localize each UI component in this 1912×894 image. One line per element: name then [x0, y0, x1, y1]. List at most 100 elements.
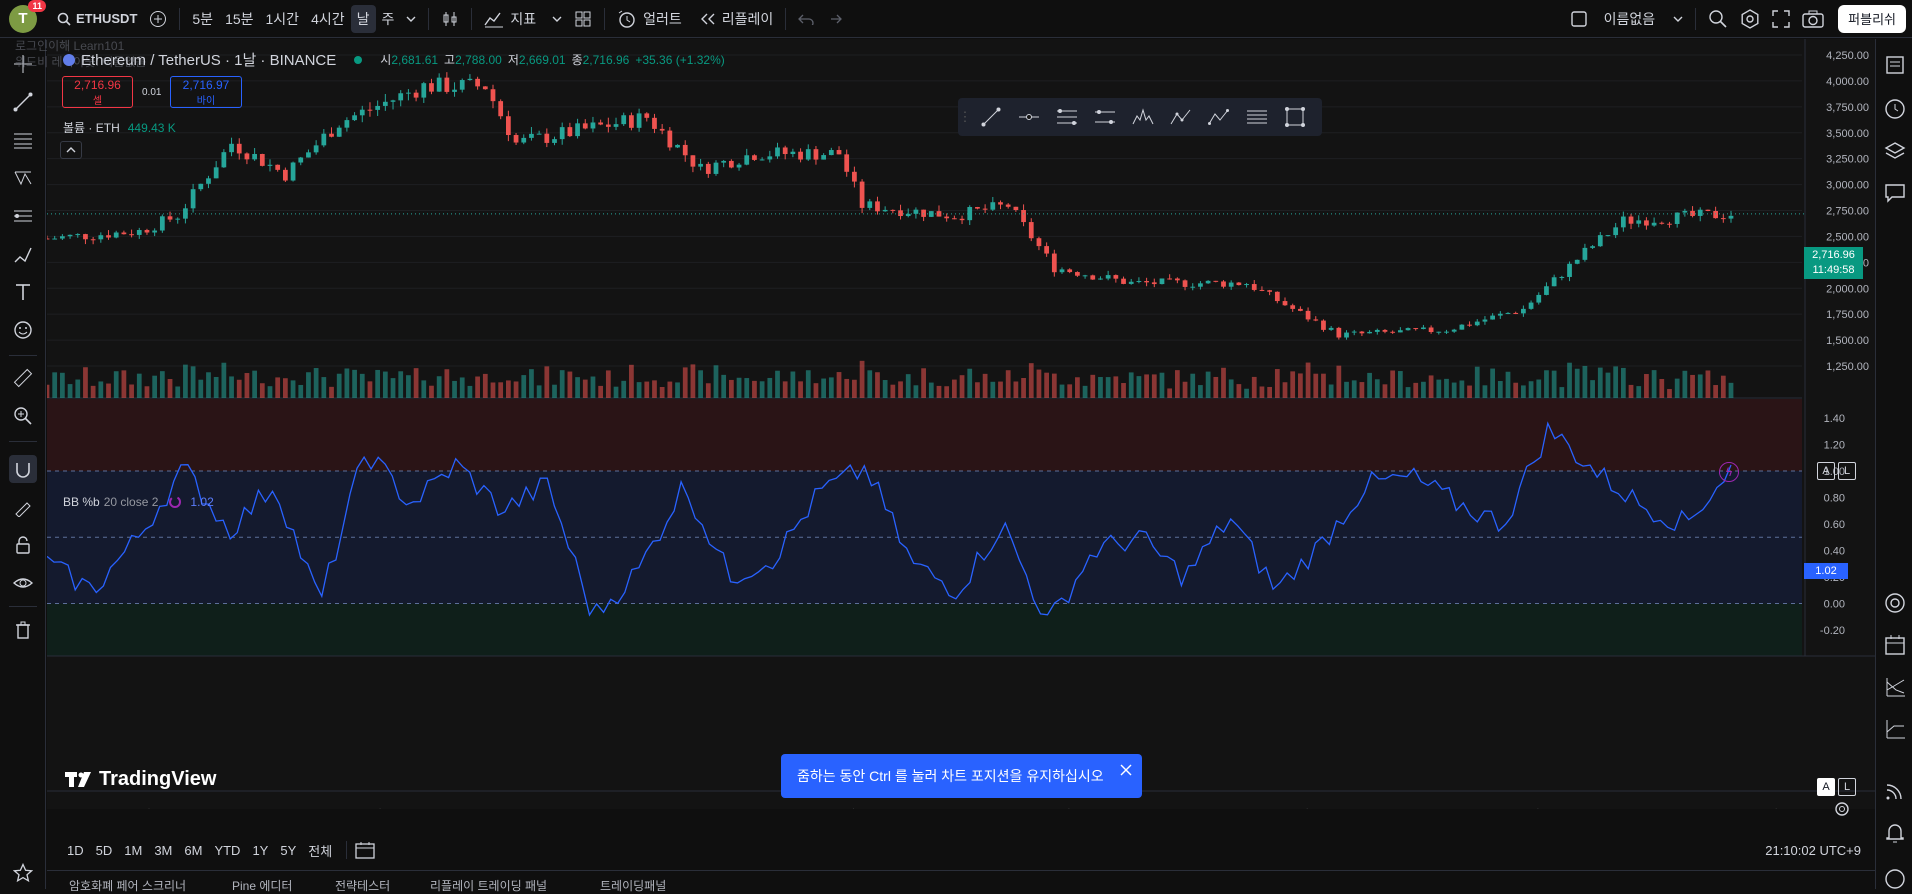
quick-search-button[interactable]	[1702, 5, 1734, 33]
lock-tool[interactable]	[9, 531, 37, 559]
tradingview-logo[interactable]: TradingView	[65, 768, 216, 791]
range-6m[interactable]: 6M	[184, 842, 203, 858]
crosshair-tool[interactable]	[9, 50, 37, 78]
interval-4h[interactable]: 4시간	[311, 10, 345, 27]
bb-log-scale-button[interactable]: L	[1838, 778, 1856, 796]
floating-drawing-toolbar[interactable]: ⋮	[958, 98, 1322, 136]
delete-tool[interactable]	[9, 616, 37, 644]
object-tree-button[interactable]	[1883, 139, 1907, 163]
streams-button[interactable]	[1883, 779, 1907, 803]
chart-pane[interactable]: 4,250.00 4,000.00 3,750.00 3,500.00 3,250.00…	[15, 39, 1875, 816]
range-5d[interactable]: 5D	[95, 842, 113, 858]
symbol-legend[interactable]: Ethereum / TetherUS · 1날 · BINANCE 시 2,6…	[63, 49, 725, 70]
fullscreen-button[interactable]	[1766, 5, 1796, 33]
clock-icon	[1885, 99, 1905, 119]
chart-type-button[interactable]	[435, 5, 465, 33]
layout-button[interactable]: 이름없음	[1564, 5, 1690, 33]
fav-wave-button[interactable]	[1200, 98, 1238, 136]
interval-5m[interactable]: 5분	[192, 10, 214, 27]
clock[interactable]: 21:10:02 UTC+9	[1765, 842, 1861, 858]
interval-1w[interactable]: 주	[381, 10, 395, 27]
goto-date-icon[interactable]	[355, 841, 375, 859]
bb-auto-scale-button[interactable]: A	[1817, 778, 1835, 796]
layouts-button[interactable]	[568, 5, 598, 33]
bb-legend[interactable]: BB %b 20 close 2 1.02	[63, 495, 214, 509]
range-ytd[interactable]: YTD	[214, 842, 241, 858]
volume-bar	[1228, 379, 1234, 398]
settings-gear-icon[interactable]	[1834, 801, 1850, 817]
favorites-tool[interactable]	[9, 859, 37, 887]
volume-legend[interactable]: 볼륨 · ETH 449.43 K	[63, 119, 176, 136]
fav-rectangle-button[interactable]	[1276, 98, 1314, 136]
buy-button[interactable]: 2,716.97 바이	[170, 76, 242, 108]
volume-bar	[1559, 387, 1565, 398]
fav-channel-button[interactable]	[1048, 98, 1086, 136]
hide-tool[interactable]	[9, 569, 37, 597]
collapse-legend-button[interactable]	[60, 141, 82, 159]
interval-1h[interactable]: 1시간	[265, 10, 300, 27]
lightning-icon[interactable]: ϟ	[1719, 462, 1739, 482]
emoji-tool[interactable]	[9, 316, 37, 344]
close-icon[interactable]	[1120, 764, 1132, 776]
ideas-button[interactable]	[1883, 675, 1907, 699]
symbol-search[interactable]: ETHUSDT	[51, 5, 143, 33]
interval-1d[interactable]: 날	[350, 4, 376, 33]
forecast-tool[interactable]	[9, 202, 37, 230]
fav-abcd-button[interactable]	[1162, 98, 1200, 136]
low-value: 2,669.01	[518, 52, 566, 67]
indicators-button[interactable]: 지표	[478, 5, 568, 33]
alerts-panel-button[interactable]	[1883, 97, 1907, 121]
alert-button[interactable]: 얼러트	[611, 5, 688, 33]
help-button[interactable]	[1883, 867, 1907, 891]
compare-button[interactable]	[143, 5, 173, 33]
interval-dropdown[interactable]	[400, 5, 422, 33]
lock-drawing-tool[interactable]	[9, 493, 37, 521]
tab-trading-panel[interactable]: 트레이딩패널	[600, 879, 667, 893]
text-tool[interactable]	[9, 278, 37, 306]
tab-strategy-tester[interactable]: 전략테스터	[335, 879, 391, 893]
fav-trendline-button[interactable]	[972, 98, 1010, 136]
snapshot-button[interactable]	[1796, 5, 1830, 33]
fav-pattern-button[interactable]	[1124, 98, 1162, 136]
range-1y[interactable]: 1Y	[252, 842, 269, 858]
horizontal-lines-tool[interactable]	[9, 126, 37, 154]
interval-15m[interactable]: 15분	[225, 10, 254, 27]
user-avatar[interactable]: T 11	[9, 0, 46, 33]
measure-tool[interactable]	[9, 364, 37, 392]
range-1m[interactable]: 1M	[124, 842, 143, 858]
fav-fib-button[interactable]	[1086, 98, 1124, 136]
redo-button[interactable]	[820, 5, 848, 33]
pattern-tool[interactable]	[9, 164, 37, 192]
watchlist-button[interactable]	[1883, 53, 1907, 77]
chart-canvas[interactable]: 4,250.00 4,000.00 3,750.00 3,500.00 3,250.00…	[47, 39, 1875, 809]
tab-replay-trading[interactable]: 리플레이 트레이딩 패널	[430, 879, 548, 893]
trend-line-tool[interactable]	[9, 88, 37, 116]
replay-button[interactable]: 리플레이	[694, 5, 780, 33]
zoom-tool[interactable]	[9, 402, 37, 430]
range-5y[interactable]: 5Y	[280, 842, 297, 858]
brush-tool[interactable]	[9, 240, 37, 268]
technicals-button[interactable]	[1883, 591, 1907, 615]
drag-handle-icon[interactable]: ⋮	[958, 109, 972, 124]
candle-body	[490, 89, 496, 102]
volume-bar	[1405, 387, 1411, 398]
log-scale-button[interactable]: L	[1838, 462, 1856, 480]
tab-screener[interactable]: 암호화폐 페어 스크리너	[69, 879, 187, 893]
range-1d[interactable]: 1D	[67, 842, 84, 858]
pine-button[interactable]	[1883, 717, 1907, 741]
auto-scale-button[interactable]: A	[1817, 462, 1835, 480]
settings-button[interactable]	[1734, 5, 1766, 33]
undo-button[interactable]	[792, 5, 820, 33]
notifications-button[interactable]	[1883, 821, 1907, 845]
fav-hline-button[interactable]	[1010, 98, 1048, 136]
magnet-tool[interactable]	[9, 455, 37, 483]
chat-button[interactable]	[1883, 181, 1907, 205]
calendar-button[interactable]	[1883, 633, 1907, 657]
sell-button[interactable]: 2,716.96 셀	[62, 76, 133, 108]
range-all[interactable]: 전체	[308, 843, 333, 859]
tab-pine-editor[interactable]: Pine 에디터	[232, 879, 293, 893]
volume-bar	[1244, 388, 1249, 398]
range-3m[interactable]: 3M	[154, 842, 173, 858]
publish-button[interactable]: 퍼블리쉬	[1838, 4, 1906, 33]
fav-lines-button[interactable]	[1238, 98, 1276, 136]
